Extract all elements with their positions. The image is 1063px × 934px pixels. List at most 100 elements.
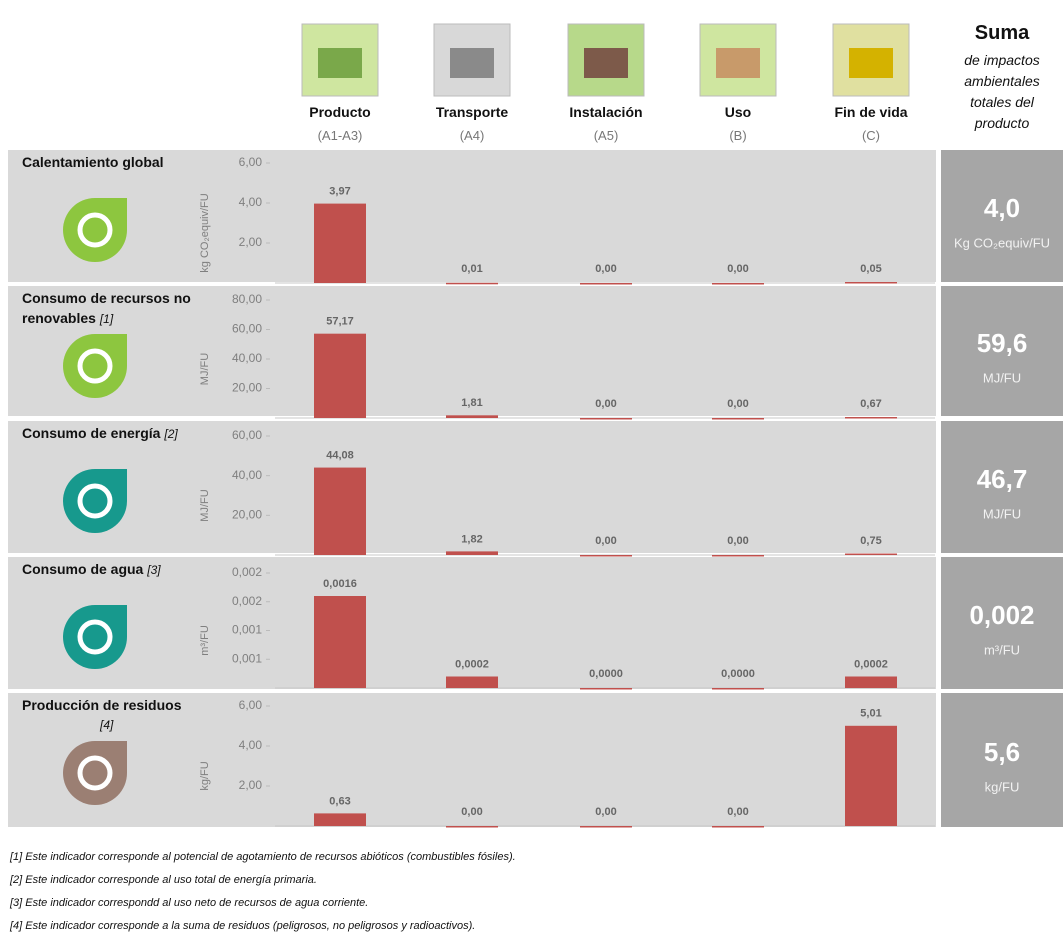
y-tick-label: 6,00	[239, 698, 263, 712]
value-label: 57,17	[326, 316, 354, 328]
value-label: 3,97	[329, 186, 350, 198]
sum-unit: MJ/FU	[983, 506, 1021, 521]
value-label: 1,81	[461, 397, 482, 409]
y-tick-label: 2,00	[239, 235, 263, 249]
y-tick-label: 0,001	[232, 651, 262, 665]
value-label: 0,00	[595, 398, 616, 410]
footnote: [4] Este indicador corresponde a la suma…	[10, 920, 475, 932]
stage-code: (A5)	[546, 128, 666, 143]
sum-title: Suma	[941, 22, 1063, 45]
y-tick-label: 6,00	[239, 155, 263, 169]
stage-image-detail	[849, 48, 893, 78]
row-icon	[63, 605, 127, 669]
footnote: [1] Este indicador corresponde al potenc…	[10, 851, 516, 863]
value-label: 0,0002	[455, 658, 489, 670]
bar	[845, 677, 897, 689]
row-title: Calentamiento global	[22, 152, 212, 172]
y-tick-label: 4,00	[239, 195, 263, 209]
stage-image-detail	[584, 48, 628, 78]
sum-unit: m³/FU	[984, 642, 1020, 657]
sum-unit: MJ/FU	[983, 370, 1021, 385]
footnote: [3] Este indicador correspondd al uso ne…	[10, 897, 368, 909]
row-title-note: [1]	[100, 312, 113, 326]
value-label: 5,01	[860, 708, 881, 720]
row-title-text: Producción de residuos	[22, 697, 181, 713]
row-title-text: Consumo de energía	[22, 425, 160, 441]
row-title: Producción de residuos [4]	[22, 695, 212, 735]
bar	[314, 204, 366, 283]
value-label: 1,82	[461, 533, 482, 545]
value-label: 0,63	[329, 795, 350, 807]
bar	[580, 688, 632, 690]
stage-image-detail	[716, 48, 760, 78]
row-icon	[63, 198, 127, 262]
y-tick-label: 2,00	[239, 778, 263, 792]
y-tick-label: 20,00	[232, 508, 262, 522]
infographic: 2,004,006,00kg CO₂equiv/FU3,970,010,000,…	[0, 0, 1063, 934]
bar	[446, 551, 498, 555]
bar	[446, 826, 498, 828]
value-label: 0,67	[860, 398, 881, 410]
bar	[845, 726, 897, 826]
stage-name: Uso	[678, 104, 798, 120]
value-label: 0,0016	[323, 578, 357, 590]
value-label: 0,00	[727, 806, 748, 818]
y-axis-label: kg CO₂equiv/FU	[199, 193, 211, 273]
bar	[712, 826, 764, 828]
value-label: 0,00	[595, 263, 616, 275]
sum-unit: kg/FU	[985, 779, 1020, 794]
y-axis-label: m³/FU	[199, 625, 211, 656]
y-tick-label: 40,00	[232, 468, 262, 482]
value-label: 0,75	[860, 535, 881, 547]
row-title-note: [4]	[22, 715, 212, 735]
bar	[845, 417, 897, 419]
stage-code: (C)	[811, 128, 931, 143]
bar	[314, 334, 366, 418]
bar	[446, 283, 498, 285]
stage-code: (A4)	[412, 128, 532, 143]
sum-unit: Kg CO₂equiv/FU	[954, 235, 1050, 250]
y-tick-label: 40,00	[232, 351, 262, 365]
sum-value: 0,002	[969, 600, 1034, 630]
bar	[845, 554, 897, 556]
bar	[314, 813, 366, 826]
bar	[314, 468, 366, 555]
bar	[314, 596, 366, 688]
y-tick-label: 80,00	[232, 292, 262, 306]
stage-code: (A1-A3)	[280, 128, 400, 143]
stage-name: Instalación	[546, 104, 666, 120]
value-label: 0,0000	[589, 668, 623, 680]
sum-value: 46,7	[977, 464, 1028, 494]
value-label: 0,00	[595, 535, 616, 547]
row-icon	[63, 334, 127, 398]
y-tick-label: 0,002	[232, 565, 262, 579]
y-tick-label: 0,002	[232, 594, 262, 608]
y-tick-label: 4,00	[239, 738, 263, 752]
value-label: 0,00	[727, 398, 748, 410]
sum-value: 4,0	[984, 193, 1020, 223]
y-tick-label: 60,00	[232, 322, 262, 336]
row-title-note: [3]	[147, 563, 160, 577]
footnote: [2] Este indicador corresponde al uso to…	[10, 874, 317, 886]
row-icon	[63, 741, 127, 805]
row-title-text: Calentamiento global	[22, 154, 164, 170]
bar	[845, 282, 897, 284]
value-label: 0,00	[727, 263, 748, 275]
bar	[712, 418, 764, 420]
y-tick-label: 60,00	[232, 428, 262, 442]
value-label: 0,00	[595, 806, 616, 818]
row-title: Consumo de agua [3]	[22, 559, 212, 580]
stage-name: Fin de vida	[811, 104, 931, 120]
row-title-note: [2]	[164, 427, 177, 441]
row-title: Consumo de recursos no renovables [1]	[22, 288, 212, 329]
bar	[580, 418, 632, 420]
bar	[712, 283, 764, 285]
y-tick-label: 0,001	[232, 623, 262, 637]
value-label: 0,00	[727, 535, 748, 547]
stage-image-detail	[450, 48, 494, 78]
bar	[446, 677, 498, 689]
bar	[580, 283, 632, 285]
y-axis-label: MJ/FU	[199, 353, 211, 385]
bar	[580, 555, 632, 557]
value-label: 0,0000	[721, 668, 755, 680]
